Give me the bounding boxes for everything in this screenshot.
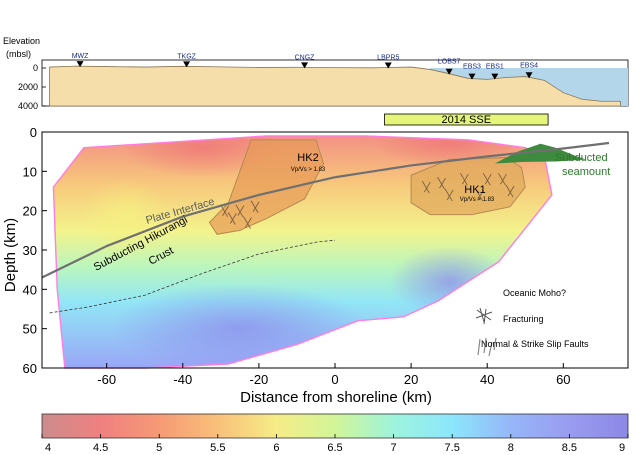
colorbar-tick-label: 5.5 — [210, 442, 225, 454]
land-profile — [49, 65, 621, 107]
interpretation-legend: Oceanic Moho? Fracturing Normal & Strike… — [475, 288, 589, 357]
sse-label: 2014 SSE — [442, 114, 492, 126]
low-vp-vs-zone — [389, 246, 510, 317]
station-marker — [445, 68, 453, 75]
fracture-mark — [475, 188, 484, 202]
legend-faults-label: Normal & Strike Slip Faults — [481, 339, 589, 349]
section-axes: 0 10 20 30 40 50 60 -60 -40 -20 0 20 40 60 — [23, 125, 629, 387]
x-tick-label: 20 — [404, 372, 418, 387]
seamount-label-1: Subducted — [555, 152, 608, 164]
seamount-label-2: seamount — [562, 166, 610, 178]
colorbar-tick-label: 5 — [156, 442, 162, 454]
oceanic-moho-line — [49, 239, 336, 314]
station-marker — [183, 61, 191, 68]
yellow-zone — [80, 178, 171, 259]
fracture-marks — [220, 172, 515, 229]
fracture-mark — [459, 172, 469, 186]
colorbar: 4 4.5 5 5.5 6 6.5 7 7.5 8 8.5 9 — [41, 413, 629, 454]
fracture-mark — [227, 212, 237, 225]
y-tick-label: 30 — [23, 243, 37, 258]
fracture-mark — [437, 176, 446, 190]
y-tick-label: 40 — [23, 282, 37, 297]
elevation-tick-label: 4000 — [18, 101, 38, 111]
station-marker — [384, 62, 392, 69]
y-axis-label: Depth (km) — [2, 218, 19, 292]
legend-fracturing-label: Fracturing — [503, 314, 544, 324]
station-label: MWZ — [72, 53, 89, 60]
legend-moho-label: Oceanic Moho? — [503, 288, 566, 298]
x-tick-label: 0 — [331, 372, 338, 387]
x-tick-label: 60 — [556, 372, 570, 387]
hk1-label: HK1 — [464, 184, 485, 196]
hk1-sub-label: Vp/Vs > 1.83 — [460, 197, 495, 203]
y-tick-label: 50 — [23, 322, 37, 337]
hk2-sub-label: Vp/Vs > 1.83 — [291, 167, 326, 173]
x-tick-label: 40 — [480, 372, 494, 387]
colorbar-tick-label: 9 — [619, 442, 625, 454]
station-marker — [525, 72, 533, 79]
station-label: LOBS7 — [438, 59, 461, 66]
station-marker — [468, 73, 476, 80]
colorbar-tick-label: 8.5 — [562, 442, 577, 454]
hk2-label: HK2 — [297, 152, 318, 164]
elevation-label-2: (mbsl) — [6, 49, 31, 59]
colorbar-tick-label: 4 — [45, 442, 51, 454]
elevation-label-1: Elevation — [3, 36, 40, 46]
fracture-mark — [505, 184, 515, 198]
y-tick-label: 0 — [30, 125, 37, 140]
station-label: EBS3 — [463, 64, 481, 71]
fracture-mark — [220, 204, 230, 217]
fracture-mark — [421, 180, 431, 194]
high-vp-vs-zone — [121, 135, 282, 178]
x-axis-label: Distance from shoreline (km) — [240, 389, 432, 406]
colorbar-tick-label: 4.5 — [93, 442, 108, 454]
elevation-panel: Elevation (mbsl) 0 2000 4000 MWZ TKGZ CNGZ LB… — [3, 36, 629, 111]
fracture-mark — [243, 216, 252, 229]
elevation-profile — [49, 65, 628, 107]
x-tick-label: -40 — [173, 372, 192, 387]
y-tick-label: 10 — [23, 164, 37, 179]
x-tick-label: -60 — [97, 372, 116, 387]
hk2-anomaly — [208, 139, 325, 235]
sse-bar: 2014 SSE — [384, 113, 549, 126]
station-marker — [301, 62, 309, 69]
colorbar-tick-label: 6.5 — [327, 442, 342, 454]
colorbar-tick-label: 7.5 — [445, 442, 460, 454]
fracture-mark — [498, 172, 507, 186]
fracturing-icon — [475, 307, 493, 325]
cross-section-panel: 0 10 20 30 40 50 60 -60 -40 -20 0 20 40 60 Depth (km)… — [2, 125, 629, 406]
fracture-mark — [235, 204, 245, 217]
colorbar-tick-label: 6 — [273, 442, 279, 454]
elevation-tick-label: 0 — [33, 63, 38, 73]
fracture-mark — [444, 188, 454, 202]
station-label: CNGZ — [295, 54, 316, 61]
x-tick-label: -20 — [249, 372, 268, 387]
colorbar-tick-label: 7 — [391, 442, 397, 454]
y-tick-label: 20 — [23, 204, 37, 219]
station-marker — [76, 61, 84, 68]
sse-box — [384, 113, 549, 126]
fracture-mark — [250, 200, 260, 213]
elevation-tick-label: 2000 — [18, 82, 38, 92]
colorbar-ticks: 4 4.5 5 5.5 6 6.5 7 7.5 8 8.5 9 — [41, 434, 629, 454]
plate-interface-line — [41, 141, 610, 279]
seamount-shape — [494, 143, 587, 164]
station-label: EBS4 — [520, 62, 538, 69]
station-marker — [491, 73, 499, 80]
station-label: LBPR5 — [377, 55, 399, 62]
y-tick-label: 60 — [23, 361, 37, 376]
fracture-mark — [482, 172, 492, 186]
fault-icon — [477, 337, 497, 357]
station-label: EBS1 — [486, 64, 504, 71]
colorbar-tick-label: 8 — [508, 442, 514, 454]
station-label: TKGZ — [177, 53, 196, 60]
